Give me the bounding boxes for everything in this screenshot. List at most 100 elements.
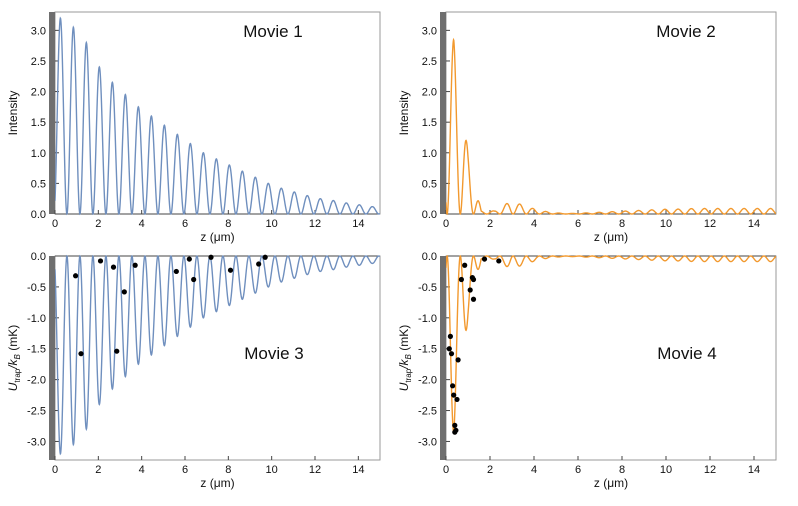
panel-2: 0 2 4 6 8 10 12 14 0.0 0.5 1.0 1.5 2.0 2.5 3.0 z (μm) In… <box>397 11 777 244</box>
x-tick-label: 8 <box>225 464 231 476</box>
surface-wall <box>49 256 55 460</box>
potential-line <box>55 254 380 456</box>
y-tick-label: -1.0 <box>418 313 437 325</box>
y-tick-label: 0.5 <box>422 178 437 190</box>
atom-point <box>467 287 473 293</box>
atom-point <box>121 289 127 295</box>
plot-frame <box>445 11 777 215</box>
atom-point <box>97 258 104 264</box>
y-tick-label: 0.5 <box>31 178 46 190</box>
y-axis-label: Intensity <box>6 91 20 136</box>
atom-point <box>114 348 120 354</box>
y-tick-label: -2.0 <box>27 375 46 387</box>
chart-title: Movie 3 <box>244 344 304 363</box>
x-axis-label: z (μm) <box>200 230 234 244</box>
y-tick-label: -3.0 <box>418 436 437 448</box>
atom-point <box>208 254 214 260</box>
atom-point <box>481 256 488 262</box>
y-tick-label: 0.0 <box>31 251 46 263</box>
y-tick-label: -0.5 <box>418 282 437 294</box>
atom-point <box>452 429 458 435</box>
atom-point <box>186 256 192 262</box>
x-tick-label: 12 <box>704 464 716 476</box>
atom-point <box>132 262 138 268</box>
x-tick-label: 8 <box>619 464 625 476</box>
surface-wall <box>440 256 446 460</box>
atom-point <box>451 392 457 398</box>
x-tick-label: 14 <box>748 464 760 476</box>
y-tick-label: 0.0 <box>31 209 46 221</box>
y-tick-label: 1.5 <box>422 117 437 129</box>
y-tick-label: 2.5 <box>31 56 46 68</box>
y-tick-label: 3.0 <box>31 25 46 37</box>
y-tick-label: 1.5 <box>31 117 46 129</box>
atom-point <box>470 276 477 283</box>
x-tick-label: 14 <box>352 464 364 476</box>
atom-point <box>447 333 453 339</box>
y-axis-label: Intensity <box>397 91 411 136</box>
x-tick-label: 14 <box>352 218 364 230</box>
atom-point <box>455 357 461 363</box>
atom-point <box>448 351 455 357</box>
x-tick-label: 2 <box>487 464 493 476</box>
y-tick-label: -2.5 <box>27 406 46 418</box>
y-tick-label: 0.0 <box>422 251 437 263</box>
atom-point <box>256 261 262 267</box>
x-tick-label: 10 <box>660 464 672 476</box>
atom-point <box>446 346 452 352</box>
chart-title: Movie 4 <box>657 344 717 363</box>
plot-frame <box>445 255 777 461</box>
panel-3: 0 2 4 6 8 10 12 14 0.0 -0.5 -1.0 -1.5 -2.0 -2.5 -3.0 z … <box>6 251 381 490</box>
potential-line <box>446 254 776 435</box>
x-tick-label: 6 <box>182 218 188 230</box>
x-tick-label: 4 <box>531 218 537 230</box>
atom-point <box>78 351 84 357</box>
x-tick-label: 2 <box>487 218 493 230</box>
x-tick-label: 4 <box>531 464 537 476</box>
atom-point <box>450 383 456 389</box>
x-tick-label: 10 <box>660 218 672 230</box>
surface-wall <box>440 12 446 214</box>
panel-1: 0 2 4 6 8 10 12 14 0.0 0.5 1.0 1.5 2.0 2.5 3.0 z (μm) In… <box>6 11 381 244</box>
x-tick-label: 0 <box>52 218 58 230</box>
atom-point <box>227 267 234 273</box>
x-tick-label: 6 <box>575 464 581 476</box>
y-tick-label: 2.5 <box>422 56 437 68</box>
x-tick-label: 10 <box>266 218 278 230</box>
x-tick-label: 4 <box>139 464 145 476</box>
x-tick-label: 2 <box>95 218 101 230</box>
intensity-line <box>446 37 776 216</box>
atom-point <box>262 254 268 260</box>
intensity-line <box>55 16 380 216</box>
y-axis-label: Utrap/kB (mK) <box>6 325 22 391</box>
y-tick-label: -2.0 <box>418 375 437 387</box>
y-tick-label: -1.5 <box>27 344 46 356</box>
x-tick-label: 0 <box>443 218 449 230</box>
y-tick-label: 3.0 <box>422 25 437 37</box>
atom-point <box>191 276 197 283</box>
atom-point <box>72 273 79 279</box>
y-tick-label: -1.0 <box>27 313 46 325</box>
x-tick-label: 6 <box>182 464 188 476</box>
surface-wall <box>49 12 55 214</box>
y-tick-label: 2.0 <box>422 87 437 99</box>
x-axis-label: z (μm) <box>594 230 628 244</box>
x-axis-label: z (μm) <box>594 476 628 490</box>
y-tick-label: 1.0 <box>31 148 46 160</box>
y-axis-label: Utrap/kB (mK) <box>397 325 413 391</box>
x-tick-label: 6 <box>575 218 581 230</box>
y-tick-label: 2.0 <box>31 87 46 99</box>
x-tick-label: 0 <box>443 464 449 476</box>
y-tick-label: -3.0 <box>27 436 46 448</box>
x-tick-label: 8 <box>225 218 231 230</box>
x-tick-label: 2 <box>95 464 101 476</box>
x-tick-label: 0 <box>52 464 58 476</box>
x-tick-label: 12 <box>309 218 321 230</box>
atom-point <box>110 264 117 270</box>
x-tick-label: 8 <box>619 218 625 230</box>
chart-title: Movie 1 <box>243 22 303 41</box>
x-tick-label: 10 <box>266 464 278 476</box>
atom-point <box>470 296 477 302</box>
